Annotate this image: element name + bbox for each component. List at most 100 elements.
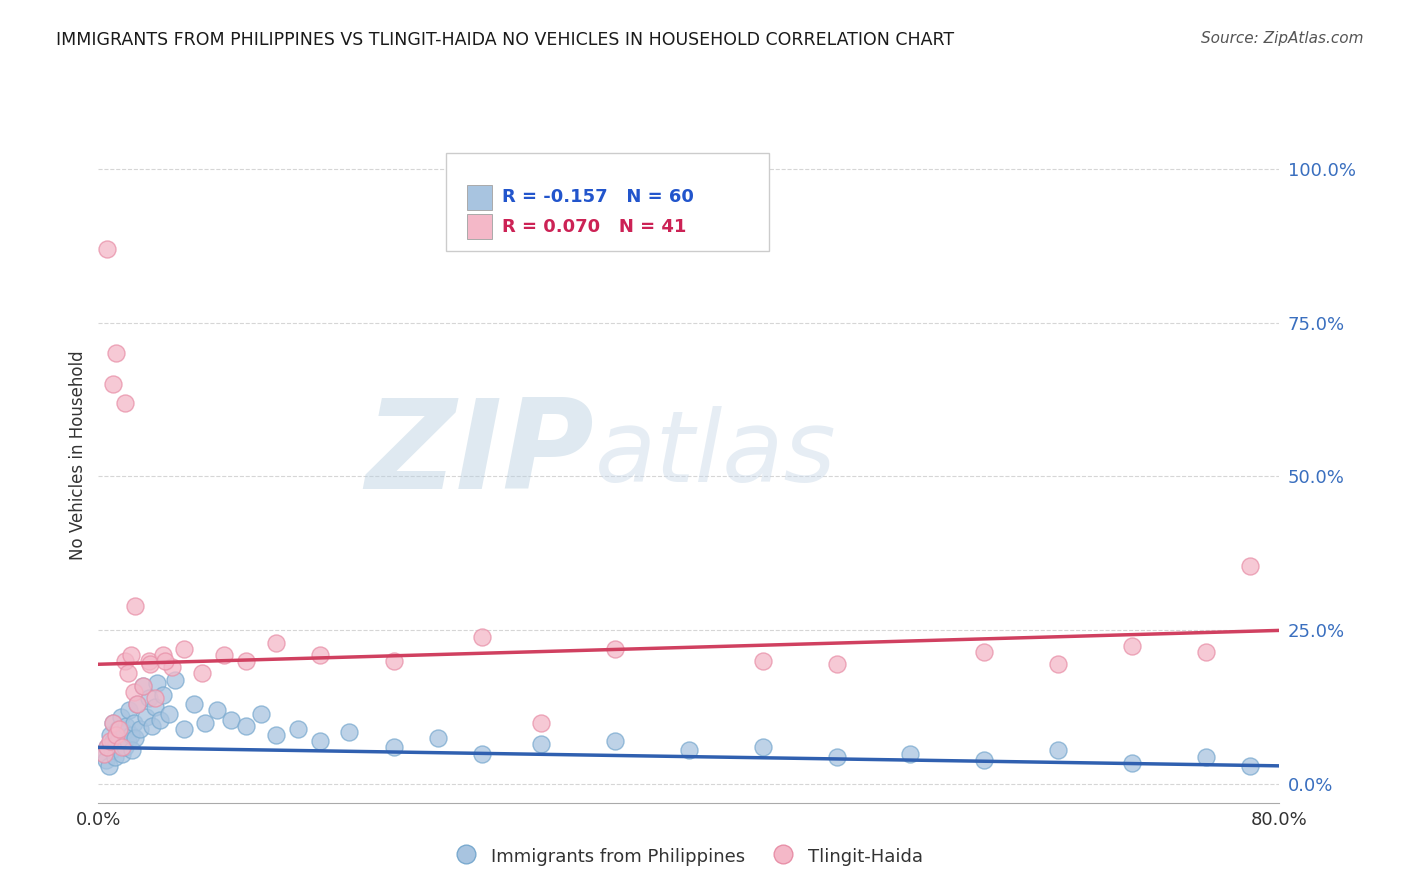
Point — [98, 734, 121, 748]
Point — [117, 666, 139, 681]
Point — [117, 734, 139, 748]
Point — [96, 740, 118, 755]
Point — [427, 731, 450, 746]
Point — [114, 740, 136, 755]
Point — [162, 660, 183, 674]
Text: Source: ZipAtlas.com: Source: ZipAtlas.com — [1201, 31, 1364, 46]
Point — [143, 700, 166, 714]
Point — [97, 759, 120, 773]
Point — [146, 675, 169, 690]
Point — [105, 737, 128, 751]
Point — [120, 648, 142, 662]
Point — [1121, 756, 1143, 770]
Point — [152, 648, 174, 662]
Text: IMMIGRANTS FROM PHILIPPINES VS TLINGIT-HAIDA NO VEHICLES IN HOUSEHOLD CORRELATIO: IMMIGRANTS FROM PHILIPPINES VS TLINGIT-H… — [56, 31, 955, 49]
Point — [309, 734, 332, 748]
Point — [605, 641, 627, 656]
Point — [114, 395, 136, 409]
Point — [138, 691, 160, 706]
Point — [121, 743, 143, 757]
Point — [157, 706, 180, 721]
Point — [93, 747, 115, 761]
Point — [1121, 639, 1143, 653]
Point — [104, 749, 127, 764]
Point — [135, 709, 157, 723]
Point — [235, 654, 257, 668]
Text: atlas: atlas — [595, 407, 837, 503]
Point — [105, 728, 128, 742]
Point — [115, 719, 138, 733]
Point — [96, 242, 118, 256]
Point — [530, 737, 553, 751]
Point — [112, 725, 135, 739]
Point — [173, 641, 195, 656]
Point — [382, 740, 405, 755]
Point — [93, 747, 115, 761]
Point — [1046, 657, 1070, 672]
Y-axis label: No Vehicles in Household: No Vehicles in Household — [69, 350, 87, 560]
Point — [153, 654, 176, 668]
Point — [825, 657, 848, 672]
Point — [107, 722, 129, 736]
Point — [530, 715, 553, 730]
Point — [191, 666, 214, 681]
Point — [605, 734, 627, 748]
Point — [205, 703, 228, 717]
Point — [103, 377, 125, 392]
Point — [103, 734, 125, 748]
Point — [120, 728, 142, 742]
Point — [105, 346, 128, 360]
Point — [132, 679, 155, 693]
Point — [110, 709, 132, 723]
Point — [173, 722, 195, 736]
Text: R = -0.157   N = 60: R = -0.157 N = 60 — [502, 188, 693, 206]
Legend: Immigrants from Philippines, Tlingit-Haida: Immigrants from Philippines, Tlingit-Hai… — [447, 838, 931, 874]
Point — [287, 722, 309, 736]
Point — [98, 728, 121, 742]
Point — [235, 719, 257, 733]
Point — [382, 654, 405, 668]
Point — [900, 747, 922, 761]
Point — [143, 691, 166, 706]
Point — [264, 636, 287, 650]
Point — [1239, 558, 1261, 573]
Point — [114, 654, 136, 668]
Point — [118, 703, 141, 717]
Point — [165, 673, 187, 687]
Point — [94, 753, 117, 767]
Point — [825, 749, 848, 764]
Point — [100, 743, 122, 757]
Point — [108, 722, 131, 736]
Point — [264, 728, 287, 742]
Point — [124, 731, 146, 746]
Point — [103, 715, 125, 730]
Text: ZIP: ZIP — [366, 394, 595, 516]
Point — [111, 740, 134, 755]
Point — [132, 679, 155, 693]
Point — [194, 715, 217, 730]
Point — [1195, 645, 1218, 659]
Point — [212, 648, 235, 662]
Point — [149, 713, 172, 727]
Point — [471, 630, 494, 644]
Point — [138, 654, 160, 668]
Point — [139, 657, 162, 672]
Point — [152, 688, 174, 702]
Point — [973, 645, 995, 659]
Point — [309, 648, 332, 662]
Point — [471, 747, 494, 761]
Point — [128, 722, 150, 736]
Point — [250, 706, 273, 721]
Point — [752, 654, 775, 668]
Point — [339, 725, 361, 739]
Point — [752, 740, 775, 755]
Point — [1046, 743, 1070, 757]
Point — [122, 715, 145, 730]
Point — [221, 713, 243, 727]
Point — [103, 715, 125, 730]
Point — [125, 698, 148, 712]
Point — [141, 719, 163, 733]
Point — [973, 753, 995, 767]
Point — [96, 740, 118, 755]
Point — [111, 747, 134, 761]
